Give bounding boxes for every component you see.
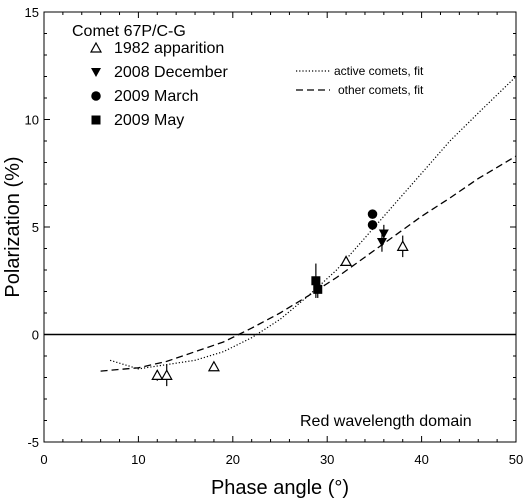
1982-apparition-point [340,255,353,266]
legend-title: Comet 67P/C-G [72,23,186,40]
legend-marker-1982-apparition [89,41,103,53]
2008-december-point [376,238,387,248]
legend: 1982 apparition 2008 December 2009 March 20… [89,40,229,129]
2009-march-point [367,209,378,219]
x-tick-label: 20 [226,452,240,467]
fit-legend-label-active-comets-fit: active comets, fit [334,64,424,78]
2008-december-point [378,229,389,239]
x-tick-label: 40 [414,452,428,467]
y-tick-label: 15 [25,5,39,20]
1982-apparition-point [160,369,173,380]
x-tick-label: 0 [40,452,47,467]
y-tick-label: 0 [32,328,39,343]
1982-apparition-point [396,240,409,251]
legend-marker-2009-march [91,91,101,101]
x-tick-label: 50 [509,452,523,467]
legend-label-2008-december: 2008 December [114,64,229,81]
legend-label-1982-apparition: 1982 apparition [114,40,224,57]
other-comets-fit-curve [100,155,517,372]
2009-march-point [367,220,378,230]
data-points [151,209,409,387]
x-tick-label: 30 [320,452,334,467]
annotation-text: Red wavelength domain [300,413,472,430]
x-tick-label: 10 [131,452,145,467]
2009-may-point [311,276,321,286]
x-axis-title: Phase angle (°) [211,477,349,499]
fit-legend-label-other-comets-fit: other comets, fit [338,83,424,97]
y-tick-label: 10 [25,113,39,128]
2009-may-point [313,284,323,294]
y-tick-label: 5 [32,220,39,235]
legend-marker-2008-december [91,68,101,77]
1982-apparition-point [151,369,164,380]
legend-label-2009-march: 2009 March [114,88,199,105]
legend-label-2009-may: 2009 May [114,112,184,129]
legend-marker-2009-may [91,115,101,125]
fit-legend: active comets, fit other comets, fit [296,64,424,97]
fit-curves [100,76,517,372]
1982-apparition-point [207,360,220,372]
y-tick-label: -5 [27,435,39,450]
y-axis-title: Polarization (%) [2,156,24,297]
